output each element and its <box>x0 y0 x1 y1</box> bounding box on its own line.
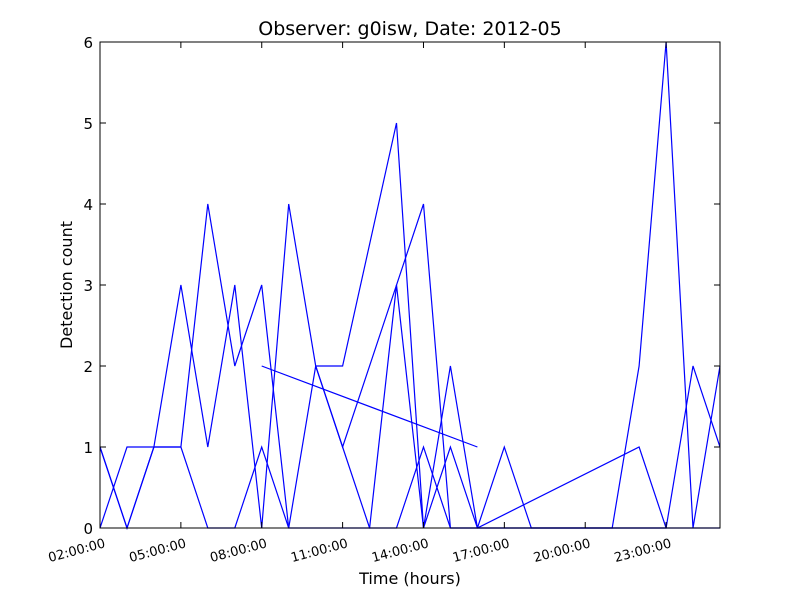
y-tick-label: 2 <box>83 358 93 376</box>
x-axis-label: Time (hours) <box>358 569 461 588</box>
y-axis: 0 1 2 3 4 5 6 <box>83 34 720 538</box>
y-tick-label: 1 <box>83 439 93 457</box>
y-tick-label: 5 <box>83 115 93 133</box>
series-line-4 <box>261 365 478 448</box>
y-tick-label: 6 <box>83 34 93 52</box>
chart-title: Observer: g0isw, Date: 2012-05 <box>258 18 561 40</box>
y-tick-label: 0 <box>83 520 93 538</box>
series-line-5 <box>315 203 451 529</box>
y-tick-label: 3 <box>83 277 93 295</box>
y-axis-label: Detection count <box>57 221 76 349</box>
y-tick-label: 4 <box>83 196 93 214</box>
